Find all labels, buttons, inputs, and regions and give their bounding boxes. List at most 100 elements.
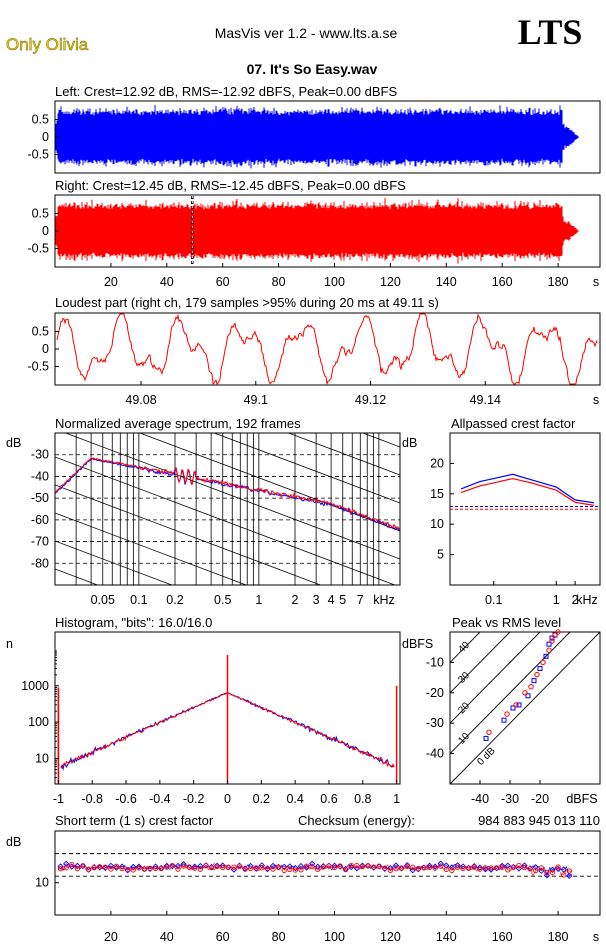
right-waveform-ytick-label: 0.5 [32,207,49,221]
peak-rms-right-point [546,647,552,653]
short-term-right-point [175,866,181,872]
spectrum-xtick-label: 0.05 [91,593,115,607]
spectrum-xunit: kHz [373,593,395,607]
histogram-title: Histogram, "bits": 16.0/16.0 [55,615,212,630]
loudest-part-xtick-label: 49.08 [125,393,156,407]
histogram-xtick-label: 0.4 [286,792,303,806]
short-term-left-point [348,863,355,871]
short-term-right-point [220,864,226,871]
short-term-right-point [438,863,444,869]
spectrum-ytick-label: -80 [31,556,49,570]
spectrum-ytick-label: -70 [31,535,49,549]
short-term-right-point [281,867,287,873]
short-term-right-point [533,867,539,874]
short-term-right-point [303,863,310,869]
short-term-right-point [130,867,136,873]
left-waveform-ytick-label: 0 [42,130,49,144]
short-term-left-point [219,862,226,869]
allpassed-left-curve [460,473,594,504]
peak-rms-ytick-label: -40 [426,747,444,761]
short-term-right-point [74,865,81,872]
right-waveform-xtick-label: 140 [436,275,457,289]
short-term-left-point [169,863,176,870]
short-term-left-point [135,863,142,870]
spectrum-xtick-label: 4 [328,593,335,607]
peak-rms-right-point [555,629,561,635]
short-term-right-point [426,864,433,870]
short-term-right-point [69,862,75,868]
short-term-left-point [538,867,545,875]
right-waveform-ytick-label: 0 [42,224,49,238]
short-term-right-point [192,865,198,871]
short-term-right-point [505,867,511,873]
only-olivia-badge: Only Olivia [6,35,89,54]
spectrum-xtick-label: 0.2 [166,593,183,607]
allpassed-ytick-label: 15 [430,487,444,501]
short-term-left-point [63,860,70,867]
short-term-left-point [499,862,506,870]
short-term-right-point [113,863,120,869]
peak-rms-crest-line [449,631,541,724]
loudest-part-ytick-label: 0.5 [32,325,49,339]
left-waveform-ytick-label: 0.5 [32,113,49,127]
peak-rms-left-point [525,693,531,699]
short-term-left-point [308,860,316,867]
left-waveform-trace [55,105,579,169]
short-term-left-point [107,862,115,869]
short-term-right-point [315,866,321,872]
short-term-right-point [326,863,332,869]
spectrum-title: Normalized average spectrum, 192 frames [55,416,301,431]
spectrum-ytick-label: -50 [31,491,49,505]
peak-rms-ylabel: dBFS [402,637,433,651]
allpassed-xtick-label: 1 [553,593,560,607]
peak-rms-crest-line [449,631,601,785]
loudest-part-xtick-label: 49.14 [470,393,501,407]
spectrum-ytick-label: -60 [31,513,49,527]
short-term-xtick-label: 140 [436,930,457,944]
short-term-xtick-label: 160 [492,930,513,944]
right-waveform-xtick-label: 120 [380,275,401,289]
short-term-right-point [370,864,377,870]
loudest-part-xtick-label: 49.12 [355,393,386,407]
short-term-right-point [544,869,550,876]
spectrum-xtick-label: 3 [313,593,320,607]
peak-vs-rms-title: Peak vs RMS level [452,615,561,630]
short-term-right-point [63,865,69,871]
short-term-xtick-label: 20 [104,930,118,944]
short-term-right-point [354,862,360,869]
short-term-right-point [359,863,366,870]
short-term-right-point [320,864,326,870]
short-term-xtick-label: 40 [160,930,174,944]
peak-rms-right-point [522,690,528,696]
short-term-right-point [247,865,254,872]
short-term-left-point [381,865,388,872]
checksum-value: 984 883 945 013 110 [478,813,600,828]
short-term-right-point [141,866,148,872]
lts-logo: LTS [518,12,583,52]
short-term-left-point [336,863,344,870]
short-term-right-point [231,864,237,870]
short-term-left-point [476,864,483,871]
app-title: MasVis ver 1.2 - www.lts.a.se [215,25,398,41]
spectrum-slope-line [213,433,400,504]
short-term-left-point [426,862,433,869]
peak-rms-right-point [534,671,540,678]
short-term-left-point [191,863,198,870]
short-term-left-point [197,862,204,870]
short-term-right-point [454,864,461,870]
histogram-ytick-label: 100 [28,715,49,729]
right-waveform-xtick-label: 40 [160,275,174,289]
histogram-xtick-label: 0.6 [320,792,337,806]
histogram-xtick-label: 0.2 [253,792,270,806]
right-waveform-xtick-label: 80 [272,275,286,289]
short-term-right-point [180,863,187,869]
short-term-left-point [152,863,159,870]
loudest-part-trace [56,313,598,386]
short-term-left-point [281,863,288,870]
peak-rms-left-point [543,653,549,659]
short-term-left-point [376,863,383,870]
histogram-ylabel: n [6,637,13,651]
allpassed-ytick-label: 20 [430,456,444,470]
spectrum-slope-line [55,456,396,585]
